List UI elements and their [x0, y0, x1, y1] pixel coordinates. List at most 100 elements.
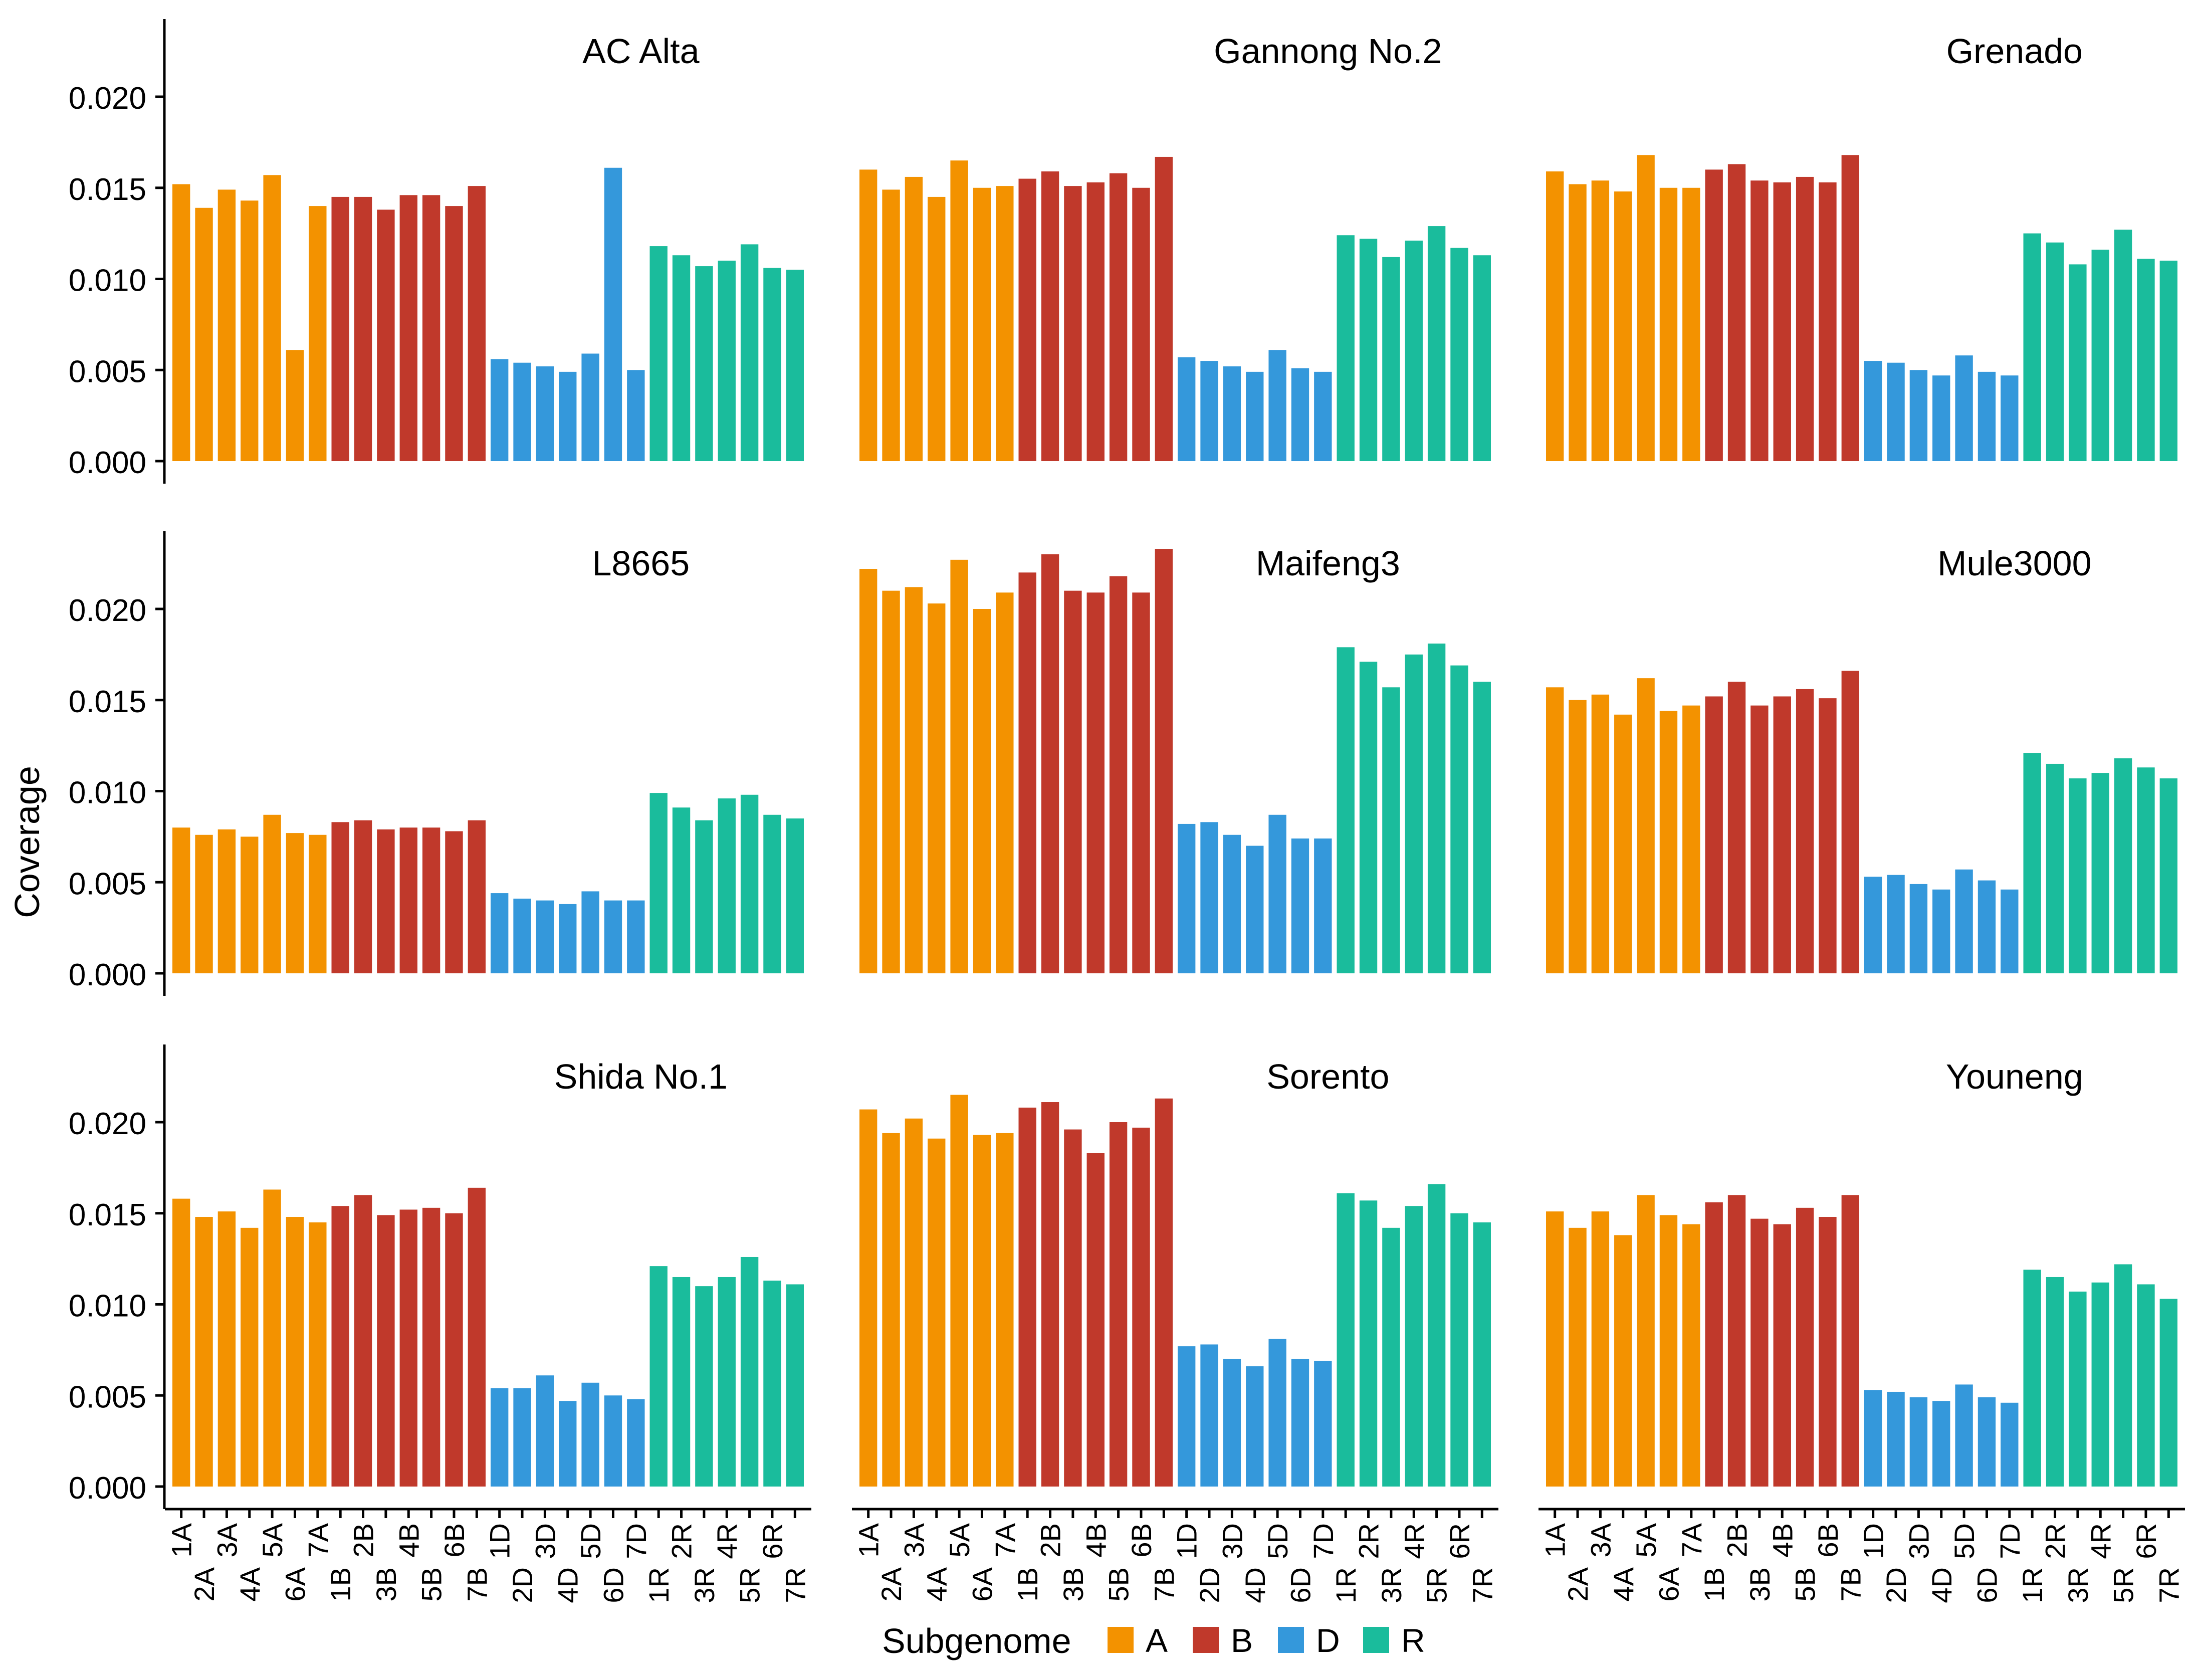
- x-tick-label: 7B: [1148, 1567, 1180, 1602]
- bar-5D: [581, 891, 599, 973]
- bar-2A: [1569, 184, 1587, 462]
- bar-6R: [2137, 767, 2155, 973]
- legend-item-A: A: [1108, 1622, 1168, 1659]
- bar-5R: [740, 794, 759, 973]
- bar-6R: [1450, 248, 1468, 461]
- bar-3A: [905, 587, 923, 973]
- x-tick-label: 6R: [757, 1523, 788, 1559]
- bar-5D: [1955, 1384, 1973, 1487]
- x-tick-label: 7A: [1676, 1523, 1707, 1557]
- bar-2D: [1887, 875, 1905, 973]
- bar-4D: [1932, 375, 1950, 461]
- x-tick-label: 1A: [1540, 1523, 1571, 1557]
- bar-5R: [740, 1256, 759, 1487]
- x-tick-label: 5R: [2108, 1567, 2139, 1603]
- bar-4B: [399, 195, 417, 461]
- bar-7D: [627, 900, 645, 973]
- bar-6D: [604, 900, 622, 973]
- bar-2A: [195, 834, 213, 973]
- bar-5B: [422, 1207, 441, 1487]
- bar-6R: [1450, 665, 1468, 973]
- bar-5B: [422, 827, 441, 973]
- x-tick-label: 3R: [1376, 1567, 1407, 1603]
- bar-2B: [1727, 164, 1746, 461]
- x-tick-label: 6D: [1285, 1567, 1316, 1603]
- x-tick-label: 6A: [280, 1567, 311, 1601]
- chart-panels: AC Alta 0.000 0.005 0.010 0.015 0.020 Gannong …: [69, 19, 2185, 1603]
- bar-4B: [1086, 1153, 1105, 1487]
- x-tick-label: 2D: [1194, 1567, 1225, 1603]
- bar-2A: [1569, 1227, 1587, 1487]
- x-tick-label: 4D: [1926, 1567, 1957, 1603]
- bar-7B: [1155, 156, 1173, 462]
- bar-1D: [1177, 823, 1196, 973]
- bar-2R: [672, 1277, 691, 1487]
- bar-5R: [1427, 1184, 1446, 1487]
- bar-6R: [763, 814, 781, 974]
- bar-4A: [241, 1227, 259, 1487]
- x-tick-label: 7D: [1307, 1523, 1339, 1559]
- panel-ac-alta: AC Alta 0.000 0.005 0.010 0.015 0.020: [69, 19, 804, 484]
- panel-title: AC Alta: [582, 32, 700, 71]
- y-tick-label: 0.010: [69, 264, 146, 298]
- bar-3A: [905, 1118, 923, 1487]
- bar-5R: [2114, 1264, 2132, 1487]
- x-tick-label: 5A: [257, 1523, 288, 1557]
- bar-6D: [604, 167, 622, 461]
- x-tick-label: 2R: [1353, 1523, 1385, 1559]
- bar-7A: [1682, 705, 1700, 973]
- bar-2R: [672, 807, 691, 973]
- panel-youneng: Youneng 1A 2A 3A 4A 5A 6A 7A 1B 2B 3B 4B 5B 6B 7B 1D 2D 3…: [1539, 1057, 2185, 1603]
- bar-2B: [354, 1195, 372, 1487]
- bar-3B: [1064, 186, 1082, 461]
- bar-6A: [1659, 187, 1678, 461]
- bar-7D: [1314, 371, 1332, 461]
- bar-6B: [1819, 1217, 1837, 1487]
- y-tick-label: 0.000: [69, 1471, 146, 1506]
- bar-4B: [1773, 1224, 1791, 1487]
- x-tick-label: 7R: [779, 1567, 811, 1603]
- x-tick-label: 4R: [1398, 1523, 1430, 1559]
- bar-4D: [1246, 846, 1264, 973]
- bar-3B: [1750, 1218, 1769, 1487]
- x-tick-label: 7A: [989, 1523, 1021, 1557]
- bar-3R: [2069, 1292, 2087, 1487]
- legend-swatch: [1193, 1627, 1219, 1653]
- bar-7R: [786, 818, 804, 974]
- bar-4D: [559, 1401, 577, 1487]
- bar-1A: [172, 827, 190, 973]
- bar-3A: [1591, 694, 1610, 973]
- bar-2D: [1887, 362, 1905, 461]
- x-tick-label: 4D: [1239, 1567, 1271, 1603]
- bar-3A: [1591, 1211, 1610, 1487]
- x-tick-label: 2B: [348, 1523, 379, 1558]
- x-tick-label: 6D: [598, 1567, 629, 1603]
- bar-1D: [1864, 877, 1882, 974]
- x-tick-label: 1D: [1171, 1523, 1203, 1559]
- bar-4A: [241, 836, 259, 974]
- bar-4A: [928, 1138, 946, 1487]
- bar-6R: [763, 1281, 781, 1487]
- bar-6B: [1132, 1127, 1150, 1487]
- panel-maifeng3: Maifeng3: [859, 544, 1491, 974]
- bar-5A: [950, 559, 968, 974]
- x-tick-label: 3D: [529, 1523, 561, 1559]
- bar-2A: [195, 1217, 213, 1487]
- bar-4B: [1773, 182, 1791, 462]
- x-tick-label: 3A: [211, 1523, 243, 1557]
- bar-3B: [1750, 180, 1769, 462]
- bar-6D: [1978, 371, 1996, 461]
- bar-1A: [859, 1109, 877, 1487]
- legend-label: R: [1401, 1622, 1425, 1659]
- x-tick-label: 4A: [1608, 1567, 1639, 1601]
- bar-6A: [286, 350, 304, 461]
- bar-6B: [1819, 698, 1837, 973]
- x-tick-label: 7A: [302, 1523, 334, 1557]
- bar-4A: [1614, 191, 1632, 461]
- legend-swatch: [1278, 1627, 1304, 1653]
- x-tick-label: 2B: [1721, 1523, 1753, 1558]
- bar-4D: [1932, 1401, 1950, 1487]
- panel-shida-no-1: Shida No.1 0.000 0.005 0.010 0.015 0.020 1A 2A 3…: [69, 1044, 811, 1603]
- bar-4R: [718, 261, 736, 461]
- bar-7D: [627, 370, 645, 461]
